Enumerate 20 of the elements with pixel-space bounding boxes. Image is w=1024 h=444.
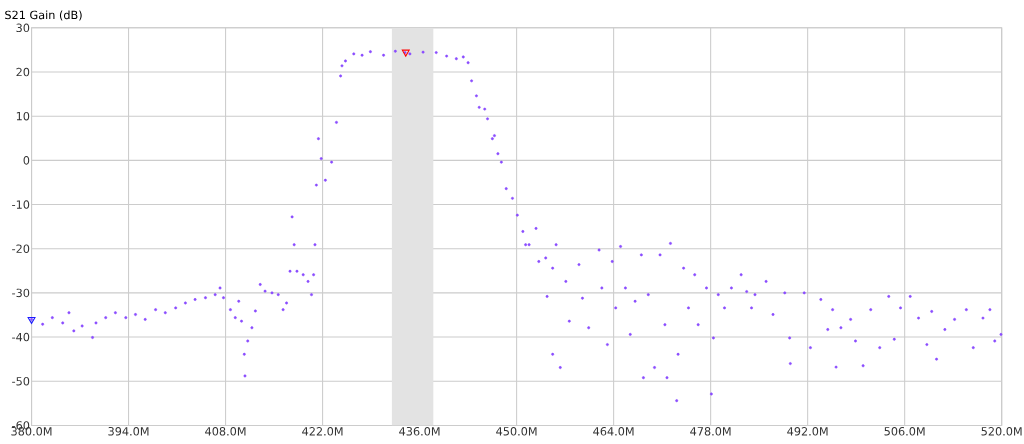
y-tick-label: -20: [12, 244, 30, 253]
y-tick-label: -30: [12, 288, 30, 298]
y-tick-label: 20: [16, 67, 30, 77]
y-tick-label: -40: [12, 332, 30, 342]
y-tick-label: 30: [16, 23, 30, 32]
x-tick-label: 478.0M: [690, 426, 731, 436]
y-tick-label: -10: [12, 200, 30, 209]
y-tick-label: 0: [23, 155, 30, 165]
x-tick-label: 520.0M: [981, 426, 1022, 436]
x-tick-label: 436.0M: [399, 426, 440, 436]
x-tick-label: 464.0M: [593, 426, 634, 436]
y-tick-label: -50: [12, 376, 30, 386]
x-tick-label: 450.0M: [496, 426, 537, 436]
x-tick-label: 506.0M: [884, 426, 925, 436]
x-tick-label: 408.0M: [205, 426, 246, 436]
y-tick-label: 10: [16, 111, 30, 121]
x-tick-label: 492.0M: [787, 426, 828, 436]
x-tick-label: 394.0M: [108, 426, 149, 436]
x-tick-label: 422.0M: [302, 426, 343, 436]
y-axis-title: S21 Gain (dB): [5, 10, 82, 21]
